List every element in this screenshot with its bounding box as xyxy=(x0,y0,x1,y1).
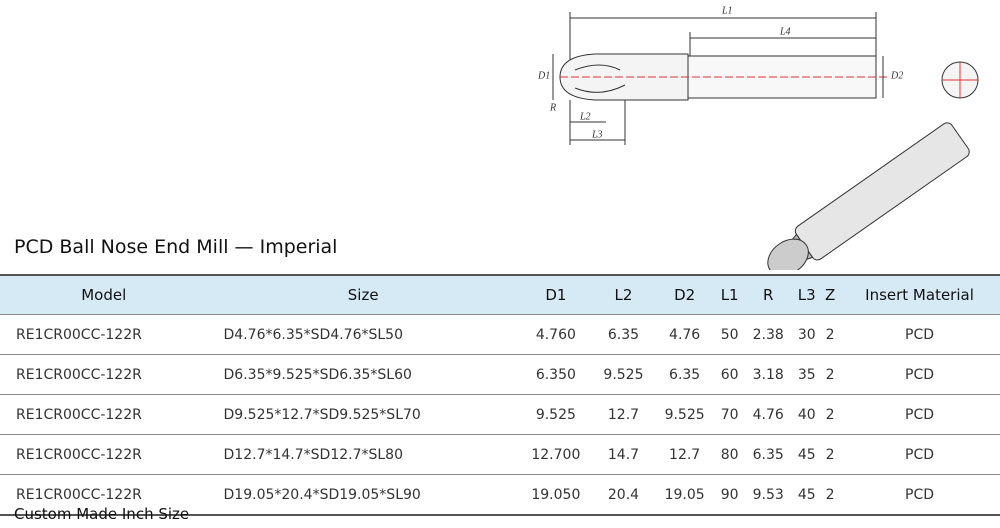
table-cell: 2 xyxy=(821,474,840,516)
tool-drawing: L1 L4 D1 D2 R L2 L3 xyxy=(537,5,979,270)
table-cell: 50 xyxy=(715,314,745,355)
table-cell: 6.350 xyxy=(518,354,593,395)
dim-label: D2 xyxy=(890,70,903,81)
column-header: D1 xyxy=(518,274,593,315)
table-cell: 19.050 xyxy=(518,474,593,516)
dim-label: D1 xyxy=(537,70,550,81)
column-header: Insert Material xyxy=(839,274,1000,315)
table-cell: 35 xyxy=(792,354,822,395)
dim-label: L1 xyxy=(721,5,733,16)
table-cell: 4.76 xyxy=(654,314,716,355)
table-cell: D9.525*12.7*SD9.525*SL70 xyxy=(207,394,519,435)
table-cell: 9.525 xyxy=(592,354,655,395)
column-header: D2 xyxy=(654,274,716,315)
table-cell: RE1CR00CC-122R xyxy=(0,314,208,355)
dim-label: L2 xyxy=(579,111,591,122)
table-cell: 19.05 xyxy=(654,474,716,516)
table-cell: D19.05*20.4*SD19.05*SL90 xyxy=(207,474,519,516)
table-cell: PCD xyxy=(839,394,1000,435)
table-cell: PCD xyxy=(839,354,1000,395)
table-cell: 45 xyxy=(792,434,822,475)
table-cell: RE1CR00CC-122R xyxy=(0,434,208,475)
table-cell: 80 xyxy=(715,434,745,475)
table-cell: 2.38 xyxy=(744,314,793,355)
table-cell: 12.7 xyxy=(592,394,655,435)
table-cell: 9.53 xyxy=(744,474,793,516)
table-row: RE1CR00CC-122R D6.35*9.525*SD6.35*SL60 6.3… xyxy=(0,354,1000,395)
table-cell: 9.525 xyxy=(518,394,593,435)
table-cell: 45 xyxy=(792,474,822,516)
table-cell: D12.7*14.7*SD12.7*SL80 xyxy=(207,434,519,475)
table-cell: 90 xyxy=(715,474,745,516)
table-cell: 9.525 xyxy=(654,394,716,435)
table-cell: RE1CR00CC-122R xyxy=(0,394,208,435)
table-cell: 20.4 xyxy=(592,474,655,516)
table-cell: 40 xyxy=(792,394,822,435)
table-cell: 12.7 xyxy=(654,434,716,475)
column-header: Size xyxy=(207,274,519,315)
table-cell: 6.35 xyxy=(592,314,655,355)
table-cell: D6.35*9.525*SD6.35*SL60 xyxy=(207,354,519,395)
column-header: R xyxy=(744,274,793,315)
table-row: RE1CR00CC-122R D4.76*6.35*SD4.76*SL50 4.76… xyxy=(0,314,1000,355)
column-header: L3 xyxy=(792,274,822,315)
table-cell: D4.76*6.35*SD4.76*SL50 xyxy=(207,314,519,355)
table-cell: 6.35 xyxy=(654,354,716,395)
spec-table: Model Size D1 L2 D2 L1 R L3 Z Insert Material RE1C… xyxy=(0,274,1000,516)
table-cell: 3.18 xyxy=(744,354,793,395)
table-cell: PCD xyxy=(839,474,1000,516)
table-cell: PCD xyxy=(839,314,1000,355)
title: PCD Ball Nose End Mill — Imperial xyxy=(14,236,338,258)
table-cell: 30 xyxy=(792,314,822,355)
table-cell: RE1CR00CC-122R xyxy=(0,354,208,395)
table-cell: 2 xyxy=(821,434,840,475)
table-cell: 4.760 xyxy=(518,314,593,355)
table-cell: 14.7 xyxy=(592,434,655,475)
dim-label: L4 xyxy=(779,26,791,37)
table-row: RE1CR00CC-122R D9.525*12.7*SD9.525*SL70 9.… xyxy=(0,394,1000,435)
table-row: RE1CR00CC-122R D19.05*20.4*SD19.05*SL90 19… xyxy=(0,474,1000,516)
table-cell: RE1CR00CC-122R xyxy=(0,474,208,516)
column-header: Z xyxy=(821,274,840,315)
table-cell: 2 xyxy=(821,394,840,435)
table-cell: 2 xyxy=(821,354,840,395)
table-cell: 4.76 xyxy=(744,394,793,435)
table-cell: 70 xyxy=(715,394,745,435)
dim-label: R xyxy=(549,102,556,113)
column-header: L2 xyxy=(592,274,655,315)
table-row: RE1CR00CC-122R D12.7*14.7*SD12.7*SL80 12.7… xyxy=(0,434,1000,475)
dim-label: L3 xyxy=(591,129,603,140)
table-cell: PCD xyxy=(839,434,1000,475)
column-header: Model xyxy=(0,274,208,315)
table-cell: 60 xyxy=(715,354,745,395)
table-cell: 2 xyxy=(821,314,840,355)
table-cell: 6.35 xyxy=(744,434,793,475)
footer: Custom Made Inch Size xyxy=(14,505,190,523)
table-cell: 12.700 xyxy=(518,434,593,475)
column-header: L1 xyxy=(715,274,745,315)
